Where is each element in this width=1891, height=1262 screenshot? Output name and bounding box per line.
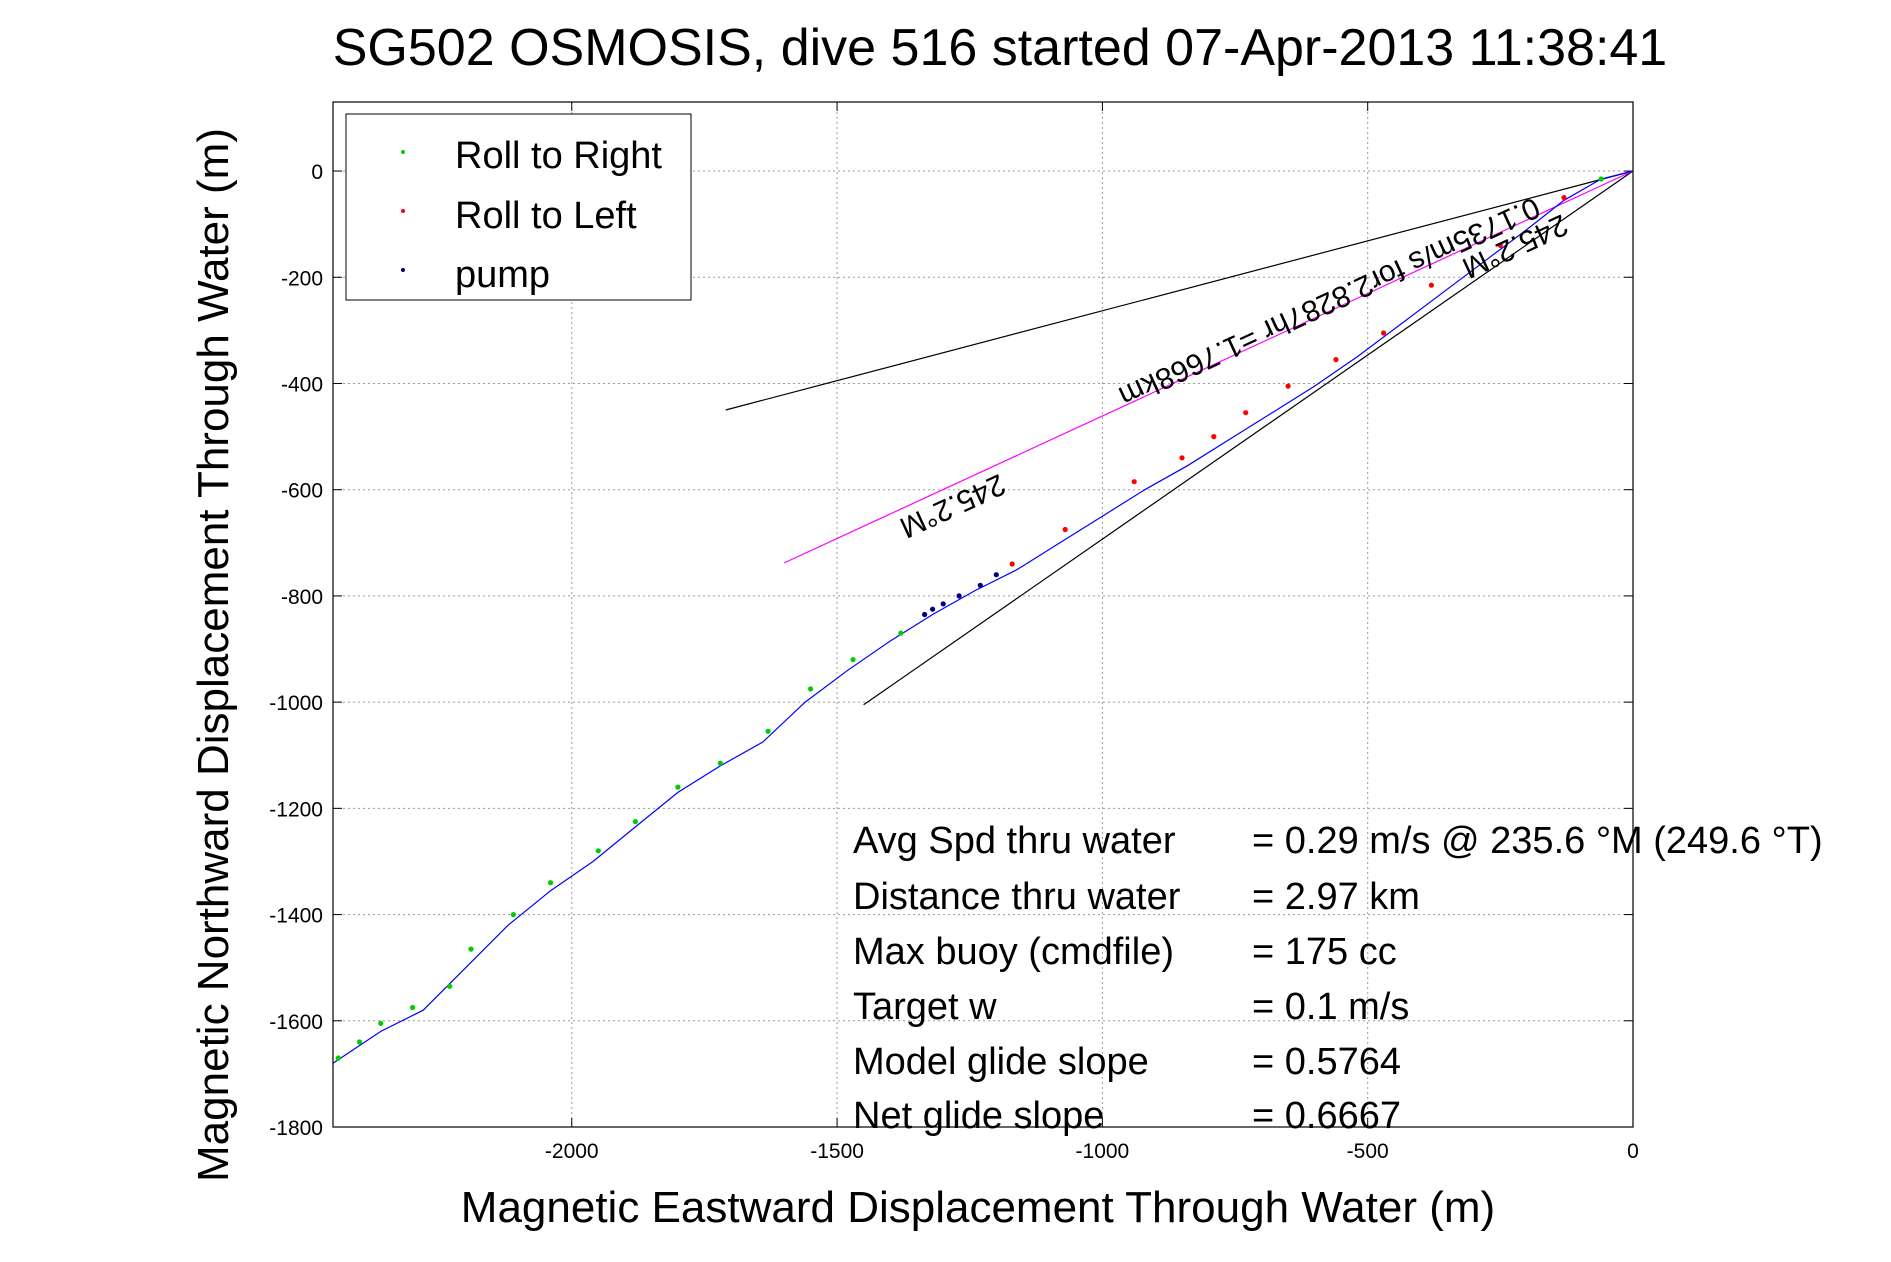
- pump-point: [956, 593, 962, 599]
- y-tick-label: -200: [281, 267, 323, 290]
- y-tick-label: -800: [281, 586, 323, 609]
- stat-label-target-w: Target w: [853, 986, 997, 1028]
- stat-label-model-glide: Model glide slope: [853, 1041, 1149, 1083]
- roll-left-point: [1497, 242, 1503, 248]
- stat-value-model-glide: = 0.5764: [1252, 1041, 1401, 1083]
- glider-track-line: [332, 170, 1634, 1064]
- legend-marker-roll-left: [401, 209, 405, 213]
- roll-left-point: [1381, 330, 1387, 336]
- roll-right-point: [675, 784, 681, 790]
- roll-right-point: [335, 1055, 341, 1061]
- roll-right-point: [548, 880, 554, 886]
- roll-right-point: [378, 1020, 384, 1026]
- y-tick-label: -1400: [269, 905, 323, 928]
- x-tick-label: -1000: [1076, 1140, 1130, 1163]
- lower-bound-line: [863, 170, 1634, 706]
- roll-right-point: [356, 1039, 363, 1045]
- upper-bound-line: [725, 170, 1634, 411]
- x-tick-label: -1500: [810, 1140, 864, 1163]
- pump-point: [977, 582, 983, 588]
- y-tick-label: -1200: [269, 798, 323, 821]
- x-axis-label: Magnetic Eastward Displacement Through W…: [461, 1183, 1495, 1232]
- depth-average-current-line: [783, 170, 1634, 564]
- stat-value-target-w: = 0.1 m/s: [1252, 986, 1409, 1028]
- roll-right-point: [410, 1004, 416, 1011]
- pump-point: [930, 606, 936, 612]
- dive-stats: Avg Spd thru water = 0.29 m/s @ 235.6 °M…: [853, 820, 1823, 1137]
- legend-label-roll-right: Roll to Right: [455, 135, 662, 177]
- y-tick-label: -1600: [269, 1011, 323, 1034]
- roll-right-point: [595, 848, 601, 854]
- roll-right-point: [1598, 176, 1604, 182]
- roll-right-point: [447, 983, 453, 989]
- stat-value-max-buoy: = 175 cc: [1252, 931, 1397, 973]
- roll-right-point: [717, 760, 723, 766]
- roll-right-point: [510, 912, 516, 918]
- pump-point: [993, 572, 999, 578]
- roll-right-point: [808, 686, 814, 692]
- y-tick-label: -1800: [269, 1117, 323, 1140]
- roll-left-point: [1333, 357, 1339, 363]
- y-axis-label: Magnetic Northward Displacement Through …: [189, 128, 238, 1182]
- stat-label-avg-speed: Avg Spd thru water: [853, 820, 1176, 862]
- y-tick-label: -400: [281, 373, 323, 396]
- roll-left-point: [1009, 561, 1015, 567]
- stat-value-distance: = 2.97 km: [1252, 876, 1420, 918]
- y-tick-label: -600: [281, 480, 323, 503]
- roll-left-point: [1243, 410, 1249, 416]
- y-tick-label: -1000: [269, 692, 323, 715]
- plot-markers: [335, 176, 1604, 1061]
- legend-marker-pump: [401, 268, 405, 272]
- roll-left-point: [1428, 282, 1434, 288]
- stat-label-distance: Distance thru water: [853, 876, 1181, 918]
- roll-left-point: [1179, 455, 1185, 461]
- roll-right-point: [632, 819, 639, 825]
- y-tick-label: 0: [311, 161, 323, 184]
- x-tick-label: -2000: [545, 1140, 599, 1163]
- chart-title: SG502 OSMOSIS, dive 516 started 07-Apr-2…: [333, 19, 1667, 77]
- roll-right-point: [850, 657, 856, 663]
- roll-right-point: [898, 630, 904, 636]
- roll-left-point: [1062, 526, 1068, 533]
- plot-frame: [332, 101, 1634, 1128]
- legend-label-roll-left: Roll to Left: [455, 195, 637, 237]
- legend-label-pump: pump: [455, 254, 550, 296]
- stat-value-net-glide: = 0.6667: [1252, 1095, 1401, 1137]
- roll-left-point: [1211, 434, 1217, 440]
- pump-point: [922, 611, 928, 618]
- roll-right-point: [468, 946, 474, 952]
- plot-lines: [332, 170, 1634, 1064]
- roll-right-point: [765, 728, 771, 734]
- roll-left-point: [1561, 195, 1567, 201]
- stat-value-avg-speed: = 0.29 m/s @ 235.6 °M (249.6 °T): [1252, 820, 1823, 862]
- legend: Roll to Right Roll to Left pump: [345, 113, 692, 301]
- axis-ticks: -2000 -1500 -1000 -500 0 0 -200 -400 -600 -800 -10…: [269, 102, 1639, 1163]
- legend-marker-roll-right: [401, 150, 405, 154]
- x-tick-label: -500: [1347, 1140, 1389, 1163]
- pump-point: [940, 601, 946, 607]
- roll-left-point: [1131, 479, 1137, 485]
- roll-left-point: [1285, 383, 1291, 389]
- stat-label-net-glide: Net glide slope: [853, 1095, 1104, 1137]
- stat-label-max-buoy: Max buoy (cmdfile): [853, 931, 1174, 973]
- x-tick-label: 0: [1627, 1140, 1639, 1163]
